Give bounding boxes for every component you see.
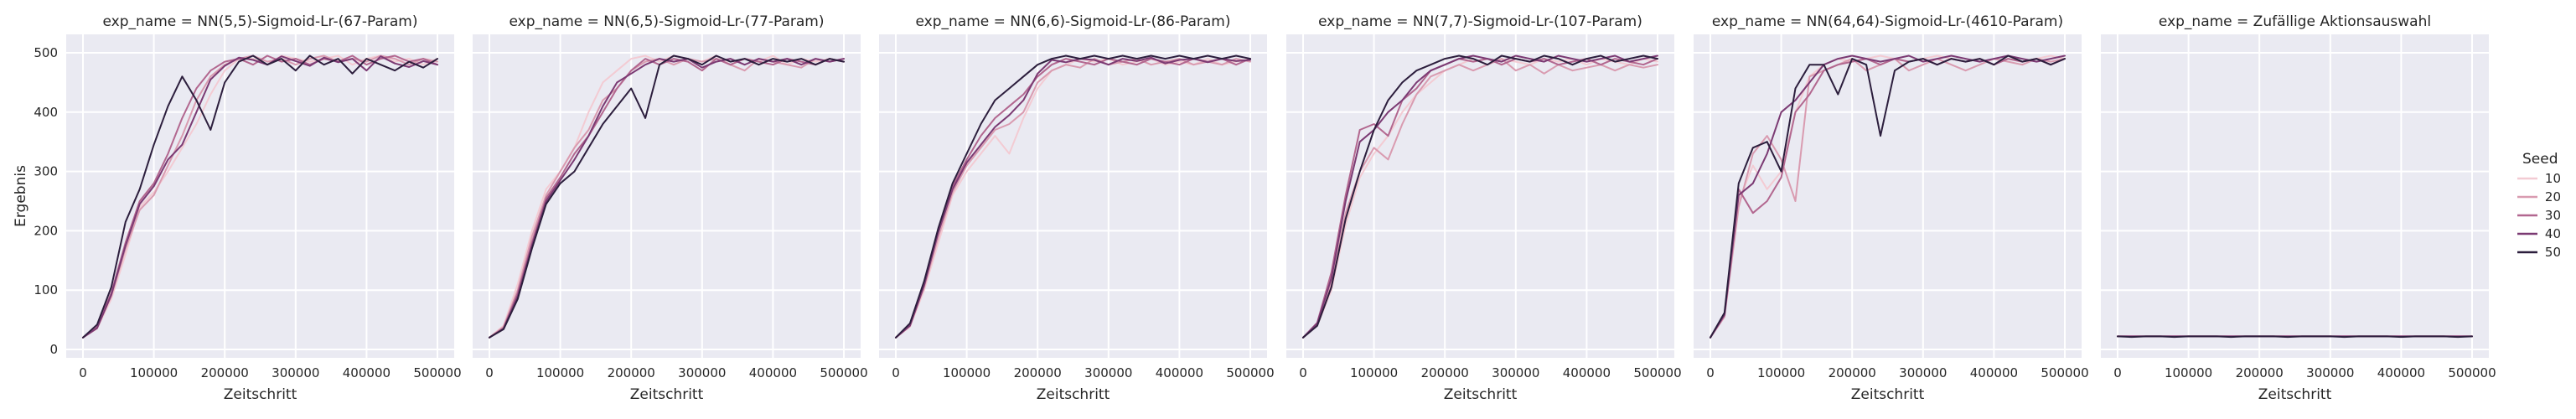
plot-area (1286, 34, 1674, 358)
plot-area (2101, 34, 2489, 358)
x-tick-label: 0 (892, 365, 900, 380)
x-tick-label: 500000 (2448, 365, 2496, 380)
x-tick-label: 400000 (343, 365, 391, 380)
y-tick-label: 0 (49, 342, 58, 357)
legend-label: 40 (2545, 226, 2561, 241)
x-axis-label: Zeitschritt (630, 386, 704, 403)
x-tick-label: 500000 (413, 365, 461, 380)
series-line-seed-40 (1302, 54, 1658, 339)
x-tick-label: 300000 (1492, 365, 1539, 380)
panel-title: exp_name = NN(64,64)-Sigmoid-Lr-(4610-Pa… (1712, 13, 2063, 30)
series-line-seed-20 (895, 58, 1251, 339)
panel-title: exp_name = Zufällige Aktionsauswahl (2159, 13, 2431, 30)
facet-panel: exp_name = NN(6,5)-Sigmoid-Lr-(77-Param)… (473, 13, 868, 403)
series-line-seed-50 (895, 54, 1251, 339)
x-tick-label: 0 (485, 365, 494, 380)
x-tick-label: 200000 (608, 365, 655, 380)
facet-panel: exp_name = NN(64,64)-Sigmoid-Lr-(4610-Pa… (1694, 13, 2089, 403)
facet-panel: exp_name = NN(5,5)-Sigmoid-Lr-(67-Param)… (13, 13, 462, 403)
x-tick-label: 500000 (1226, 365, 1274, 380)
facet-panel: exp_name = NN(6,6)-Sigmoid-Lr-(86-Param)… (879, 13, 1275, 403)
y-tick-label: 500 (34, 45, 58, 60)
panel-title: exp_name = NN(6,6)-Sigmoid-Lr-(86-Param) (916, 13, 1231, 30)
legend-label: 10 (2545, 171, 2561, 186)
y-tick-label: 200 (34, 223, 58, 238)
x-tick-label: 400000 (1156, 365, 1203, 380)
x-axis-label: Zeitschritt (1851, 386, 1925, 403)
x-tick-label: 400000 (1563, 365, 1611, 380)
plot-area (473, 34, 861, 358)
x-tick-label: 100000 (1350, 365, 1398, 380)
y-axis-label: Ergebnis (13, 165, 29, 227)
x-tick-label: 300000 (678, 365, 726, 380)
series-line-seed-30 (1302, 58, 1658, 339)
x-tick-label: 200000 (1014, 365, 1062, 380)
x-tick-label: 400000 (749, 365, 797, 380)
legend-label: 50 (2545, 245, 2561, 260)
y-tick-label: 400 (34, 105, 58, 120)
x-tick-label: 500000 (820, 365, 867, 380)
x-tick-label: 500000 (2041, 365, 2088, 380)
x-tick-label: 200000 (1421, 365, 1469, 380)
plot-area (879, 34, 1267, 358)
x-axis-label: Zeitschritt (224, 386, 297, 403)
x-tick-label: 0 (79, 365, 87, 380)
legend-label: 20 (2545, 189, 2561, 204)
series-line-seed-30 (1710, 58, 2066, 339)
x-axis-label: Zeitschritt (1444, 386, 1518, 403)
x-tick-label: 0 (1299, 365, 1307, 380)
x-tick-label: 300000 (272, 365, 319, 380)
plot-area (66, 34, 454, 358)
x-tick-label: 200000 (2236, 365, 2284, 380)
panel-title: exp_name = NN(5,5)-Sigmoid-Lr-(67-Param) (103, 13, 418, 30)
x-tick-label: 100000 (2165, 365, 2212, 380)
x-tick-label: 100000 (943, 365, 991, 380)
x-axis-label: Zeitschritt (2258, 386, 2332, 403)
x-tick-label: 100000 (1757, 365, 1805, 380)
y-tick-label: 300 (34, 164, 58, 179)
series-line-seed-40 (82, 55, 438, 339)
series-line-seed-50 (1302, 54, 1658, 339)
legend: Seed 10 20 30 40 50 (2517, 151, 2561, 260)
plot-area (1694, 34, 2082, 358)
x-tick-label: 0 (2113, 365, 2122, 380)
series-line-seed-50 (489, 54, 845, 339)
x-axis-label: Zeitschritt (1037, 386, 1110, 403)
series-line-seed-50 (2117, 335, 2473, 339)
facet-panel: exp_name = Zufällige Aktionsauswahl 0 1000… (2101, 13, 2496, 403)
series-line-seed-20 (1302, 58, 1658, 339)
series-line-seed-20 (82, 54, 438, 339)
x-tick-label: 200000 (201, 365, 249, 380)
y-tick-label: 100 (34, 282, 58, 297)
x-tick-label: 500000 (1633, 365, 1681, 380)
x-tick-label: 300000 (1084, 365, 1132, 380)
legend-label: 30 (2545, 208, 2561, 223)
x-tick-label: 100000 (130, 365, 178, 380)
series-line-seed-50 (1710, 54, 2066, 339)
series-line-seed-10 (489, 54, 845, 339)
panel-title: exp_name = NN(7,7)-Sigmoid-Lr-(107-Param… (1318, 13, 1642, 30)
x-tick-label: 400000 (1970, 365, 2018, 380)
series-line-seed-50 (82, 54, 438, 339)
x-tick-label: 0 (1706, 365, 1715, 380)
x-tick-label: 100000 (536, 365, 584, 380)
panel-title: exp_name = NN(6,5)-Sigmoid-Lr-(77-Param) (510, 13, 825, 30)
facet-panel: exp_name = NN(7,7)-Sigmoid-Lr-(107-Param… (1286, 13, 1682, 403)
x-tick-label: 200000 (1829, 365, 1876, 380)
x-tick-label: 300000 (2306, 365, 2354, 380)
legend-title: Seed (2522, 151, 2558, 168)
x-tick-label: 400000 (2377, 365, 2425, 380)
x-tick-label: 300000 (1899, 365, 1947, 380)
